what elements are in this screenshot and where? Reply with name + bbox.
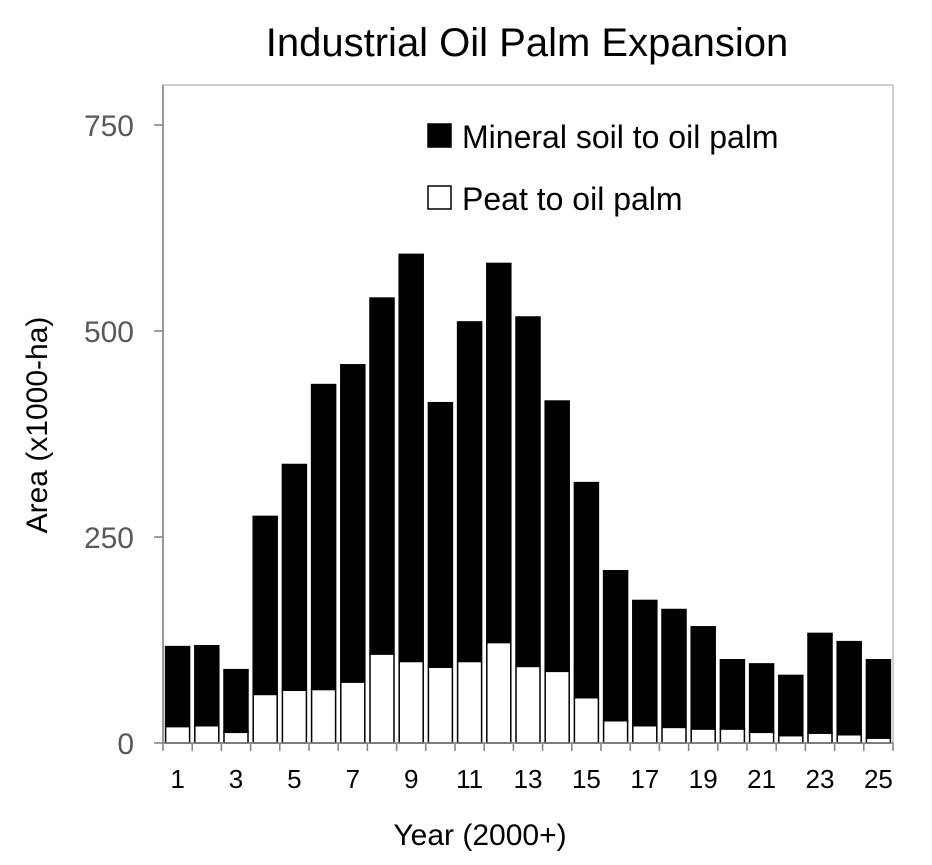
- bar-peat-year-6: [310, 688, 337, 744]
- bar-mineral-year-4: [252, 515, 278, 696]
- bar-mineral-year-5: [281, 463, 308, 692]
- bar-peat-year-16: [602, 720, 629, 744]
- bar-mineral-year-10: [427, 401, 454, 668]
- bar-mineral-year-15: [573, 481, 600, 699]
- bar-mineral-year-22: [778, 674, 804, 737]
- bar-peat-year-11: [456, 660, 483, 744]
- bar-mineral-year-11: [456, 321, 483, 663]
- x-tick-label-15: 15: [572, 764, 601, 794]
- bar-peat-year-1: [164, 725, 191, 744]
- bar-peat-year-7: [340, 681, 366, 744]
- y-tick-label-250: 250: [84, 522, 134, 555]
- x-tick-label-9: 9: [404, 764, 418, 794]
- x-tick-label-25: 25: [864, 764, 893, 794]
- bar-peat-year-8: [369, 653, 395, 744]
- bar-mineral-year-2: [194, 645, 220, 727]
- legend-label-peat: Peat to oil palm: [462, 181, 683, 217]
- bar-peat-year-5: [281, 689, 308, 744]
- bar-mineral-year-7: [340, 364, 366, 683]
- chart-title: Industrial Oil Palm Expansion: [266, 21, 788, 65]
- bar-mineral-year-19: [690, 626, 716, 730]
- bar-mineral-year-9: [398, 253, 424, 663]
- x-tick-label-17: 17: [630, 764, 659, 794]
- bar-peat-year-15: [573, 696, 600, 744]
- legend-swatch-peat: [427, 185, 452, 210]
- bar-mineral-year-12: [486, 262, 512, 644]
- x-tick-label-1: 1: [170, 764, 184, 794]
- y-axis-label: Area (x1000-ha): [21, 317, 54, 534]
- legend-swatch-mineral: [427, 123, 452, 148]
- x-tick-label-7: 7: [346, 764, 360, 794]
- bar-peat-year-4: [252, 693, 278, 744]
- bar-peat-year-19: [690, 728, 716, 744]
- legend-label-mineral: Mineral soil to oil palm: [462, 119, 779, 155]
- bar-mineral-year-18: [661, 608, 687, 729]
- x-axis-label: Year (2000+): [393, 819, 566, 852]
- bar-peat-year-18: [661, 726, 687, 744]
- x-tick-label-23: 23: [806, 764, 835, 794]
- bar-mineral-year-14: [544, 400, 570, 673]
- bar-peat-year-22: [778, 734, 804, 744]
- y-tick-label-500: 500: [84, 316, 134, 349]
- bar-peat-year-9: [398, 660, 424, 744]
- bar-peat-year-14: [544, 670, 570, 744]
- x-tick-label-5: 5: [287, 764, 301, 794]
- bar-peat-year-3: [223, 731, 249, 744]
- bar-peat-year-23: [807, 732, 833, 744]
- x-tick-label-13: 13: [514, 764, 543, 794]
- bar-mineral-year-25: [865, 659, 892, 739]
- bar-peat-year-12: [486, 641, 512, 744]
- x-tick-label-3: 3: [229, 764, 243, 794]
- bar-mineral-year-24: [836, 640, 862, 736]
- bars-group: [164, 253, 892, 744]
- bar-peat-year-17: [632, 724, 658, 744]
- bar-mineral-year-8: [369, 297, 395, 655]
- bar-mineral-year-20: [719, 659, 746, 730]
- bar-mineral-year-17: [632, 599, 658, 727]
- x-ticks-group: 1 3 5 7 9 11 13 15 17 19 21 23 25: [162, 743, 894, 794]
- bar-peat-year-20: [719, 728, 746, 744]
- bar-mineral-year-21: [748, 663, 775, 734]
- bar-mineral-year-13: [515, 316, 541, 668]
- x-tick-label-21: 21: [747, 764, 776, 794]
- bar-mineral-year-1: [164, 645, 191, 728]
- x-tick-label-19: 19: [689, 764, 718, 794]
- y-ticks-group: 0 250 500 750: [84, 110, 163, 761]
- bar-peat-year-2: [194, 724, 220, 744]
- y-tick-label-0: 0: [117, 728, 134, 761]
- y-tick-label-750: 750: [84, 110, 134, 143]
- bar-peat-year-13: [515, 665, 541, 744]
- bar-mineral-year-16: [602, 570, 629, 722]
- legend: Mineral soil to oil palm Peat to oil pal…: [427, 119, 779, 217]
- bar-peat-year-21: [748, 731, 775, 744]
- bar-peat-year-24: [836, 734, 862, 744]
- bar-mineral-year-23: [807, 632, 833, 734]
- x-tick-label-11: 11: [456, 764, 483, 794]
- bar-mineral-year-3: [223, 668, 249, 734]
- bar-mineral-year-6: [310, 383, 337, 691]
- bar-peat-year-10: [427, 666, 454, 744]
